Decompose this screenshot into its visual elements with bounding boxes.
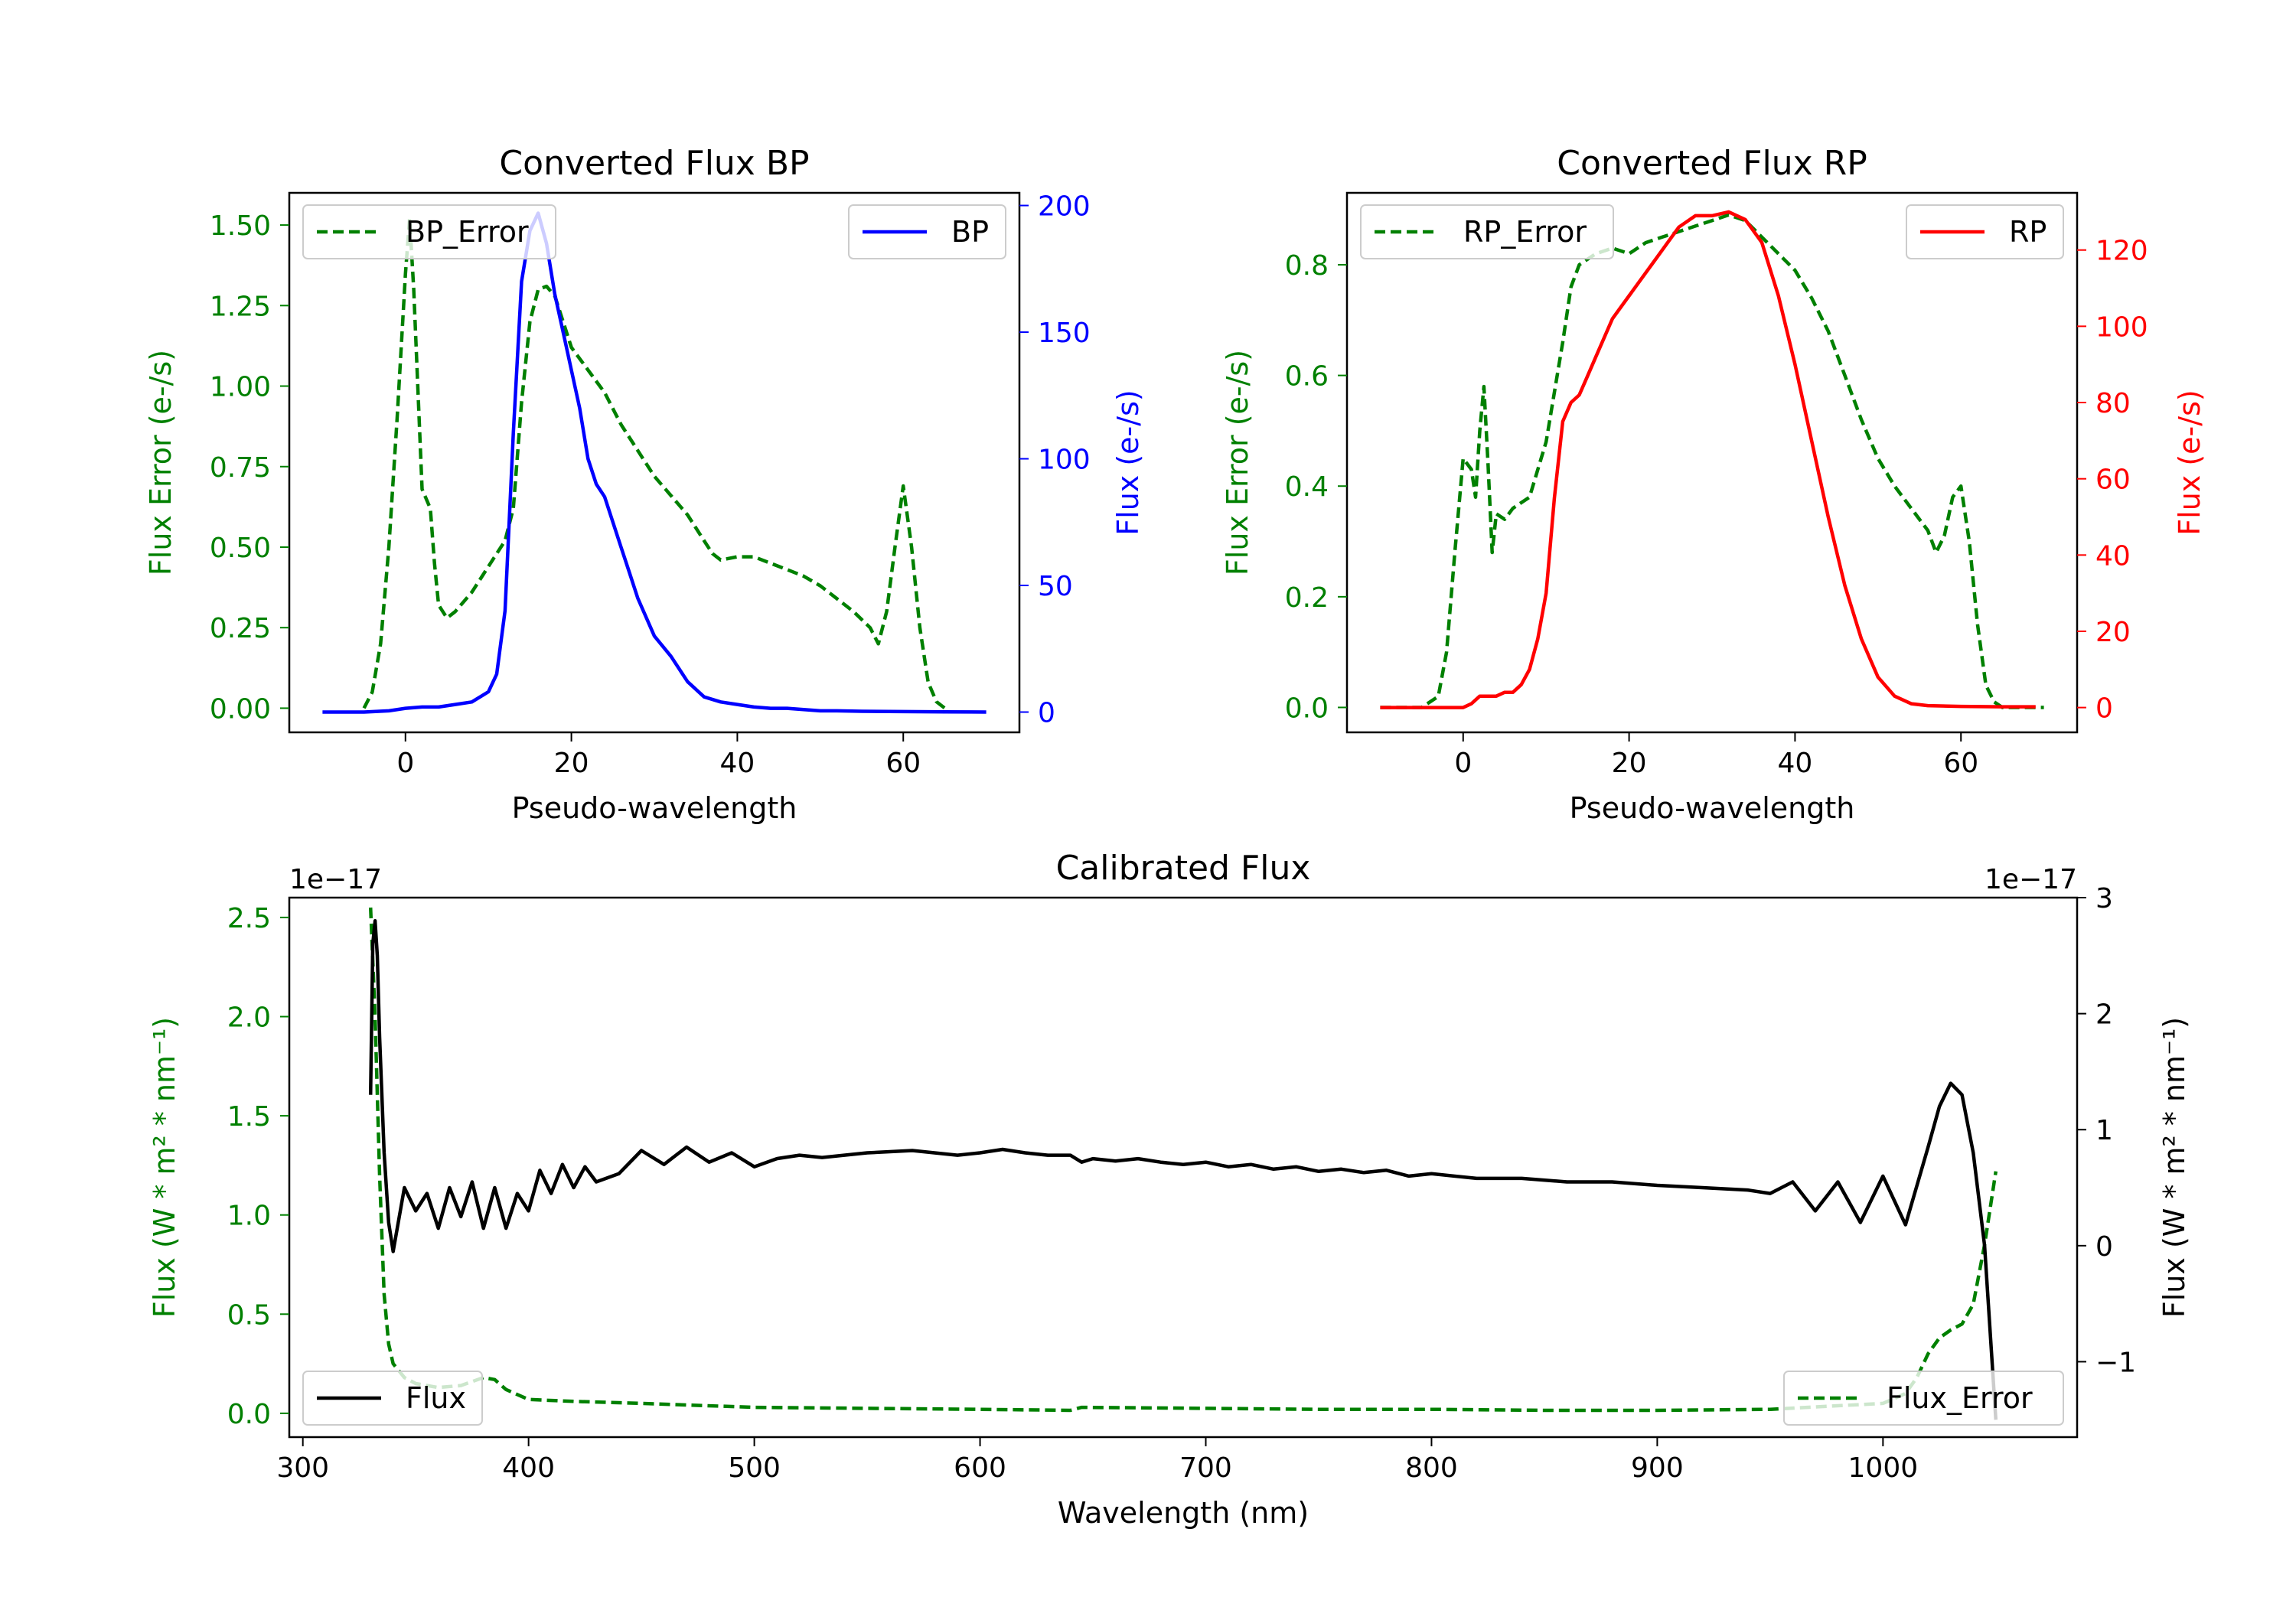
- x-tick-label: 40: [1778, 748, 1813, 779]
- legend-box: [1906, 204, 2064, 259]
- y-right-tick-label: 1: [2095, 1115, 2113, 1146]
- x-axis-label: Pseudo-wavelength: [1570, 791, 1855, 825]
- y-right-tick-label: 0: [2095, 693, 2113, 725]
- chart-title: Calibrated Flux: [1056, 849, 1311, 888]
- y-right-axis-label: Flux (W * m² * nm⁻¹): [2157, 1017, 2191, 1318]
- legend-right: BP: [848, 204, 1006, 259]
- chart-title: Converted Flux RP: [1557, 144, 1867, 183]
- y-right-tick-label: 3: [2095, 883, 2113, 914]
- legend-label: RP: [2009, 215, 2047, 249]
- chart-title: Converted Flux BP: [499, 144, 809, 183]
- x-tick-label: 900: [1631, 1452, 1684, 1484]
- bp-panel: 0 20 40 60 0.00 0.25 0.50 0.75 1.00 1.25 1.50 0 50 10…: [144, 144, 1145, 825]
- y-left-tick-label: 1.00: [210, 372, 271, 403]
- x-tick-label: 0: [396, 748, 414, 779]
- plot-frame: [288, 896, 2079, 1439]
- y-right-axis-label: Flux (e-/s): [1111, 390, 1145, 535]
- x-tick-label: 300: [276, 1452, 329, 1484]
- legend-left: BP_Error: [302, 204, 556, 259]
- y-right-tick-label: 50: [1038, 571, 1073, 602]
- legend-label: RP_Error: [1463, 215, 1587, 249]
- legend-box: [848, 204, 1006, 259]
- legend-box: [302, 1371, 483, 1426]
- x-tick-label: 400: [502, 1452, 555, 1484]
- legend-box: [1783, 1371, 2064, 1426]
- legend-label: Flux: [406, 1381, 466, 1415]
- y-left-axis-label: Flux Error (e-/s): [1221, 350, 1254, 575]
- x-tick-label: 700: [1179, 1452, 1232, 1484]
- x-tick-label: 600: [954, 1452, 1006, 1484]
- y-left-tick-label: 0.75: [210, 452, 271, 484]
- y-left-tick-label: 0.00: [210, 693, 271, 725]
- y-right-tick-label: 100: [1038, 445, 1091, 476]
- y-left-tick-label: 1.0: [227, 1201, 271, 1232]
- legend-left: Flux: [302, 1371, 483, 1426]
- series-line-rp-error: [1380, 213, 2044, 709]
- x-axis-label: Pseudo-wavelength: [512, 791, 797, 825]
- y-left-tick-label: 0.4: [1285, 471, 1329, 503]
- x-tick-label: 40: [720, 748, 755, 779]
- plot-frame: [288, 191, 1021, 734]
- y-left-tick-label: 2.5: [227, 903, 271, 934]
- y-right-tick-label: 60: [2095, 464, 2131, 496]
- y-right-tick-label: −1: [2095, 1347, 2136, 1378]
- series-line-bp-error: [362, 217, 946, 710]
- legend-label: Flux_Error: [1887, 1381, 2033, 1415]
- y-right-offset-label: 1e−17: [1985, 864, 2077, 895]
- legend-label: BP: [951, 215, 989, 249]
- plot-frame: [1345, 191, 2079, 734]
- y-left-tick-label: 1.50: [210, 210, 271, 242]
- x-tick-label: 0: [1454, 748, 1472, 779]
- legend-box: [302, 204, 556, 259]
- y-right-axis-label: Flux (e-/s): [2173, 390, 2206, 535]
- y-left-offset-label: 1e−17: [289, 864, 382, 895]
- y-left-tick-label: 0.8: [1285, 250, 1329, 282]
- y-right-tick-label: 0: [1038, 698, 1055, 729]
- x-tick-label: 20: [554, 748, 589, 779]
- y-right-tick-label: 100: [2095, 311, 2148, 343]
- y-left-tick-label: 0.0: [227, 1399, 271, 1430]
- y-right-tick-label: 2: [2095, 999, 2113, 1031]
- legend-left: RP_Error: [1360, 204, 1614, 259]
- x-tick-label: 20: [1612, 748, 1647, 779]
- legend-label: BP_Error: [406, 215, 529, 249]
- legend-box: [1360, 204, 1614, 259]
- series-line-rp: [1380, 210, 2036, 709]
- y-right-tick-label: 120: [2095, 236, 2148, 267]
- y-left-tick-label: 1.5: [227, 1101, 271, 1133]
- y-left-tick-label: 0.5: [227, 1299, 271, 1331]
- y-right-tick-label: 40: [2095, 540, 2131, 572]
- y-right-tick-label: 80: [2095, 388, 2131, 419]
- y-left-tick-label: 1.25: [210, 291, 271, 322]
- y-left-tick-label: 0.50: [210, 533, 271, 564]
- series-line-bp: [322, 211, 987, 714]
- x-axis-label: Wavelength (nm): [1058, 1496, 1309, 1530]
- y-right-tick-label: 20: [2095, 617, 2131, 648]
- x-tick-label: 1000: [1848, 1452, 1919, 1484]
- y-left-tick-label: 0.6: [1285, 361, 1329, 393]
- x-tick-label: 800: [1405, 1452, 1458, 1484]
- x-tick-label: 60: [1943, 748, 1978, 779]
- y-left-tick-label: 0.25: [210, 613, 271, 644]
- series-line-flux: [368, 919, 1998, 1420]
- legend-right: RP: [1906, 204, 2064, 259]
- y-left-tick-label: 0.0: [1285, 693, 1329, 724]
- y-right-tick-label: 150: [1038, 318, 1091, 349]
- y-left-tick-label: 2.0: [227, 1002, 271, 1034]
- y-right-tick-label: 200: [1038, 191, 1091, 223]
- y-left-axis-label: Flux (W * m² * nm⁻¹): [148, 1017, 181, 1318]
- rp-panel: 0 20 40 60 0.0 0.2 0.4 0.6 0.8 0 20 40 60 80 100 120 Con…: [1221, 144, 2206, 825]
- x-tick-label: 60: [885, 748, 921, 779]
- y-right-tick-label: 0: [2095, 1231, 2113, 1263]
- y-left-tick-label: 0.2: [1285, 582, 1329, 614]
- x-tick-label: 500: [728, 1452, 781, 1484]
- legend-right: Flux_Error: [1783, 1371, 2064, 1426]
- y-left-axis-label: Flux Error (e-/s): [144, 350, 178, 575]
- calibrated-panel: 300 400 500 600 700 800 900 1000 0.0 0.5 1.0 1.5 2.0…: [148, 849, 2191, 1530]
